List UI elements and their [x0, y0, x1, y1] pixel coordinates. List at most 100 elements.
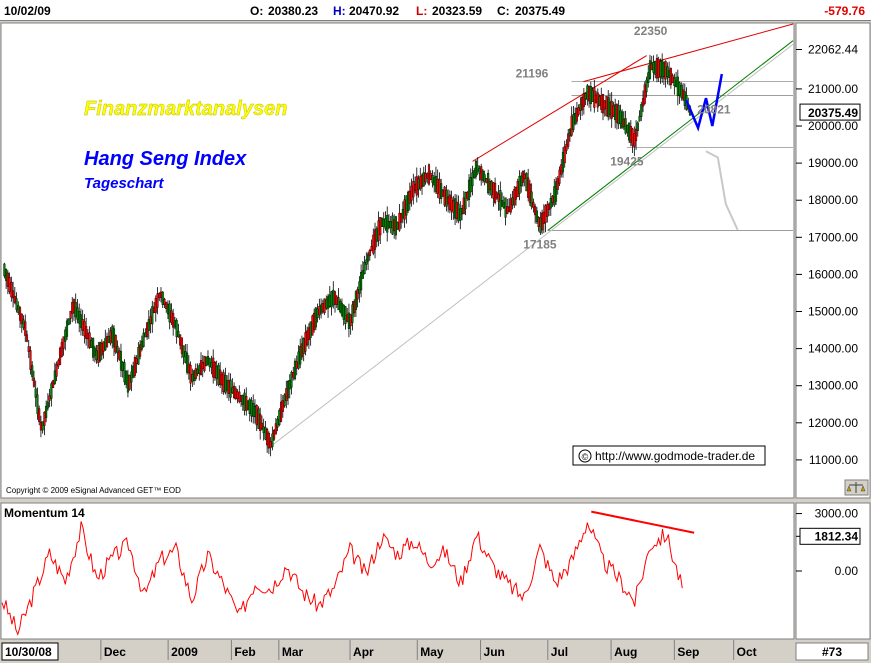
- candle-body: [149, 316, 152, 324]
- candle-body: [316, 308, 319, 319]
- candle-body: [485, 178, 488, 184]
- candle-body: [447, 196, 450, 204]
- candle-body: [514, 186, 518, 200]
- candle-body: [478, 168, 481, 174]
- open-value: 20380.23: [268, 4, 318, 18]
- candle-body: [20, 313, 23, 325]
- close-value: 20375.49: [515, 4, 565, 18]
- candle-body: [285, 388, 288, 402]
- momentum-tick-label: 0.00: [835, 564, 859, 578]
- candle-body: [537, 217, 540, 228]
- url-box[interactable]: [572, 445, 766, 466]
- candle-body: [363, 262, 366, 275]
- candle-body: [165, 302, 168, 309]
- candle-body: [612, 105, 615, 117]
- candle-body: [420, 174, 424, 188]
- candle-body: [189, 364, 192, 384]
- candle-body: [466, 191, 469, 199]
- candle-body: [600, 95, 603, 110]
- scale-icon[interactable]: [844, 479, 869, 496]
- candle-body: [680, 84, 683, 98]
- candle-body: [252, 402, 255, 417]
- candle-body: [527, 177, 530, 198]
- candle-body: [224, 374, 227, 393]
- candle-body: [43, 411, 46, 426]
- candle-body: [142, 332, 145, 347]
- candle-body: [631, 128, 634, 146]
- candle-body: [81, 319, 84, 331]
- candle-body: [123, 362, 126, 383]
- candle-body: [186, 352, 189, 373]
- candle-body: [12, 290, 15, 299]
- candle-body: [60, 342, 63, 357]
- price-tick-label: 13000.00: [808, 379, 858, 393]
- momentum-divergence-line: [591, 510, 695, 534]
- page-box: [795, 642, 869, 661]
- candle-body: [222, 372, 225, 392]
- last-price-label: 20375.49: [808, 106, 858, 120]
- candle-body: [213, 362, 216, 378]
- candle-body: [210, 362, 213, 368]
- candle-body: [415, 176, 418, 196]
- candle-body: [462, 197, 465, 215]
- trendline-gray: [270, 44, 794, 447]
- candle-body: [476, 165, 479, 172]
- candle-body: [130, 371, 133, 383]
- candle-body: [227, 380, 230, 394]
- candle-body: [313, 312, 316, 331]
- candle-body: [41, 421, 44, 431]
- candle-body: [520, 175, 523, 187]
- candle-body: [568, 129, 571, 137]
- high-value: 20470.92: [349, 4, 399, 18]
- candle-body: [128, 375, 131, 390]
- candle-body: [154, 298, 157, 313]
- candle-body: [551, 195, 554, 203]
- candle-body: [192, 370, 196, 381]
- candle-body: [509, 198, 512, 213]
- candle-body: [6, 272, 9, 287]
- candle-body: [598, 96, 601, 107]
- candle-body: [518, 176, 521, 194]
- candle-body: [85, 326, 88, 339]
- candle-body: [414, 183, 417, 191]
- candle-body: [535, 210, 538, 222]
- candle-body: [626, 124, 629, 133]
- candle-body: [641, 98, 645, 107]
- level-label: 22350: [634, 24, 668, 38]
- candle-body: [542, 211, 545, 224]
- url-link[interactable]: http://www.godmode-trader.de: [595, 449, 755, 463]
- candle-body: [650, 63, 653, 71]
- candle-body: [112, 328, 116, 348]
- candle-body: [638, 115, 641, 122]
- brand-watermark: Finanzmarktanalysen: [84, 98, 287, 120]
- candle-body: [83, 321, 86, 337]
- trendline-red: [472, 55, 647, 162]
- candle-body: [38, 408, 41, 422]
- candle-body: [487, 173, 490, 194]
- candle-body: [521, 171, 525, 183]
- candle-body: [575, 107, 578, 122]
- candle-body: [118, 350, 121, 360]
- candle-body: [490, 180, 493, 196]
- candle-body: [474, 160, 478, 177]
- candle-body: [100, 342, 103, 356]
- price-tick-label: 12000.00: [808, 416, 858, 430]
- candle-body: [212, 357, 215, 378]
- candle-body: [370, 246, 373, 252]
- candle-body: [340, 303, 344, 316]
- month-label: Oct: [737, 645, 757, 659]
- candle-body: [161, 291, 164, 305]
- candle-body: [246, 400, 250, 410]
- candle-body: [419, 176, 422, 189]
- candles: [3, 53, 692, 457]
- candle-body: [541, 212, 544, 231]
- candle-body: [166, 304, 170, 315]
- candle-body: [5, 268, 8, 281]
- candle-body: [495, 192, 498, 199]
- candle-body: [544, 205, 547, 223]
- candle-body: [588, 86, 591, 102]
- start-date: 10/30/08: [5, 645, 52, 659]
- candle-body: [546, 204, 549, 217]
- candle-body: [74, 302, 77, 318]
- momentum-ticks: 3000.00 1812.34 0.00: [796, 507, 861, 578]
